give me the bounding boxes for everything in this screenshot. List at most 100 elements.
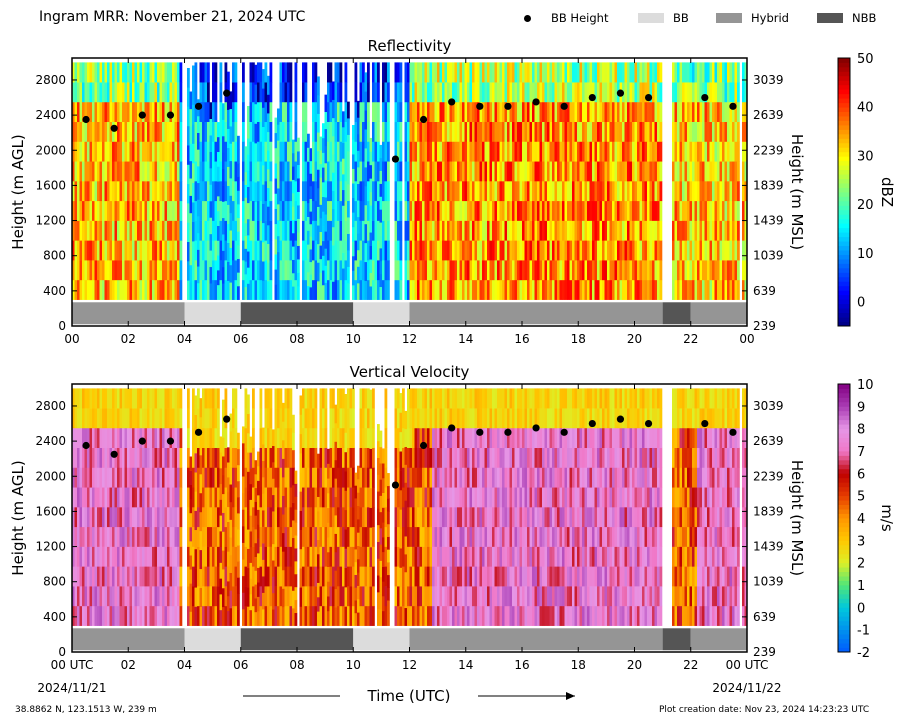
heatmap-cell	[287, 526, 290, 547]
heatmap-cell	[499, 220, 503, 241]
heatmap-cell	[572, 141, 575, 162]
heatmap-cell	[387, 600, 390, 614]
heatmap-cell	[587, 200, 590, 221]
heatmap-cell	[579, 161, 583, 182]
heatmap-cell	[584, 62, 588, 83]
heatmap-cell	[152, 279, 155, 300]
heatmap-cell	[537, 200, 540, 221]
heatmap-cell	[304, 546, 308, 567]
heatmap-cell	[447, 279, 450, 300]
heatmap-cell	[179, 181, 183, 202]
heatmap-cell	[167, 487, 170, 508]
heatmap-cell	[159, 279, 163, 300]
heatmap-cell	[94, 427, 98, 448]
heatmap-cell	[124, 82, 128, 103]
heatmap-cell	[387, 485, 390, 499]
heatmap-cell	[119, 388, 123, 409]
heatmap-cell	[267, 113, 270, 133]
heatmap-cell	[699, 141, 703, 162]
heatmap-cell	[444, 408, 448, 429]
heatmap-cell	[274, 566, 278, 587]
heatmap-cell	[372, 605, 375, 626]
colorbar-cell	[838, 250, 850, 255]
bb-height-point	[729, 102, 737, 110]
heatmap-cell	[312, 161, 315, 182]
heatmap-cell	[367, 605, 370, 626]
heatmap-cell	[234, 161, 238, 182]
heatmap-cell	[449, 62, 453, 83]
heatmap-cell	[352, 241, 355, 257]
heatmap-cell	[332, 136, 335, 155]
heatmap-cell	[459, 62, 463, 83]
heatmap-cell	[684, 82, 688, 103]
heatmap-cell	[194, 62, 198, 83]
heatmap-cell	[319, 218, 323, 233]
heatmap-cell	[117, 605, 120, 626]
heatmap-cell	[139, 260, 143, 281]
heatmap-cell	[149, 82, 153, 103]
heatmap-cell	[369, 389, 373, 410]
heatmap-cell	[177, 279, 180, 300]
heatmap-cell	[149, 121, 153, 142]
heatmap-cell	[364, 467, 368, 488]
heatmap-cell	[602, 260, 605, 281]
heatmap-cell	[584, 200, 588, 221]
heatmap-cell	[172, 240, 175, 261]
heatmap-cell	[94, 101, 98, 122]
heatmap-cell	[314, 566, 318, 587]
heatmap-cell	[284, 467, 288, 488]
heatmap-cell	[257, 495, 260, 510]
heatmap-cell	[607, 220, 610, 241]
heatmap-cell	[442, 279, 445, 300]
heatmap-cell	[472, 82, 475, 103]
heatmap-cell	[417, 200, 420, 221]
heatmap-cell	[724, 82, 728, 103]
heatmap-cell	[712, 200, 715, 221]
heatmap-cell	[162, 487, 165, 508]
heatmap-cell	[252, 605, 255, 626]
heatmap-cell	[397, 388, 400, 409]
heatmap-cell	[474, 121, 478, 142]
heatmap-cell	[122, 526, 125, 547]
heatmap-cell	[632, 220, 635, 241]
heatmap-cell	[442, 487, 445, 508]
heatmap-cell	[177, 141, 180, 162]
heatmap-cell	[177, 388, 180, 409]
heatmap-cell	[104, 566, 108, 587]
heatmap-cell	[652, 121, 655, 142]
heatmap-cell	[689, 161, 693, 182]
heatmap-cell	[334, 220, 338, 241]
heatmap-cell	[577, 181, 580, 202]
heatmap-cell	[214, 141, 218, 162]
heatmap-cell	[549, 101, 553, 122]
heatmap-cell	[234, 121, 238, 142]
heatmap-cell	[359, 240, 363, 261]
heatmap-cell	[269, 388, 273, 409]
heatmap-cell	[302, 181, 305, 202]
heatmap-cell	[72, 181, 75, 202]
heatmap-cell	[629, 240, 633, 261]
heatmap-cell	[302, 260, 305, 281]
heatmap-cell	[377, 82, 380, 103]
heatmap-cell	[294, 548, 298, 562]
heatmap-cell	[89, 487, 93, 508]
heatmap-cell	[387, 536, 390, 550]
heatmap-cell	[332, 586, 335, 607]
heatmap-cell	[232, 605, 235, 626]
heatmap-cell	[277, 156, 280, 173]
heatmap-cell	[499, 141, 503, 162]
heatmap-cell	[114, 220, 118, 241]
heatmap-cell	[507, 62, 510, 83]
y2-tick-label: 2239	[753, 143, 784, 157]
heatmap-cell	[617, 141, 620, 162]
heatmap-cell	[422, 220, 425, 241]
heatmap-cell	[542, 279, 545, 300]
heatmap-cell	[387, 562, 390, 576]
heatmap-cell	[449, 240, 453, 261]
heatmap-cell	[674, 200, 678, 221]
heatmap-cell	[379, 144, 383, 159]
heatmap-cell	[102, 605, 105, 626]
heatmap-cell	[509, 200, 513, 221]
heatmap-cell	[342, 221, 345, 238]
heatmap-cell	[207, 526, 210, 547]
